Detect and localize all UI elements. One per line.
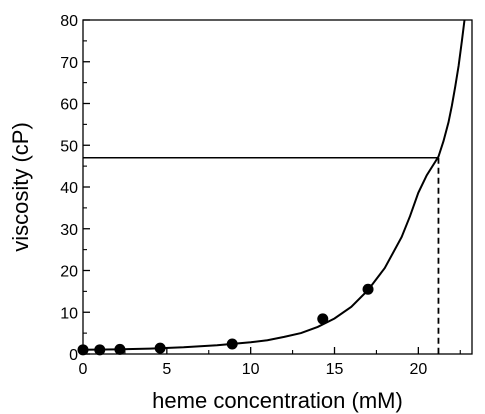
data-point — [317, 313, 329, 325]
y-tick-label: 20 — [60, 264, 78, 281]
y-axis-title: viscosity (cP) — [8, 122, 33, 252]
y-tick-label: 80 — [60, 13, 78, 30]
data-point — [226, 338, 238, 350]
y-tick-label: 60 — [60, 97, 78, 114]
x-tick-label: 5 — [162, 361, 171, 378]
y-tick-label: 0 — [69, 347, 78, 364]
data-point — [362, 283, 374, 295]
y-tick-label: 50 — [60, 138, 78, 155]
x-tick-label: 10 — [242, 361, 260, 378]
y-tick-label: 30 — [60, 222, 78, 239]
x-tick-label: 0 — [79, 361, 88, 378]
data-point — [94, 344, 106, 356]
x-axis-title: heme concentration (mM) — [152, 388, 403, 413]
major-ticks — [82, 19, 419, 355]
plot-frame — [82, 19, 473, 355]
x-tick-labels: 0 5 10 15 20 — [79, 361, 428, 378]
data-point — [114, 343, 126, 355]
reference-lines — [83, 157, 440, 354]
y-tick-labels: 0 10 20 30 40 50 60 70 80 — [60, 13, 78, 364]
y-tick-label: 70 — [60, 55, 78, 72]
minor-ticks — [83, 40, 461, 354]
data-points — [77, 283, 374, 356]
data-point — [154, 342, 166, 354]
y-tick-label: 40 — [60, 180, 78, 197]
plot-area: 0 5 10 15 20 0 10 20 30 40 50 60 70 80 — [60, 13, 473, 378]
fit-curve — [82, 19, 466, 351]
x-tick-label: 15 — [326, 361, 344, 378]
data-point — [77, 344, 89, 356]
x-tick-label: 20 — [409, 361, 427, 378]
y-tick-label: 10 — [60, 305, 78, 322]
